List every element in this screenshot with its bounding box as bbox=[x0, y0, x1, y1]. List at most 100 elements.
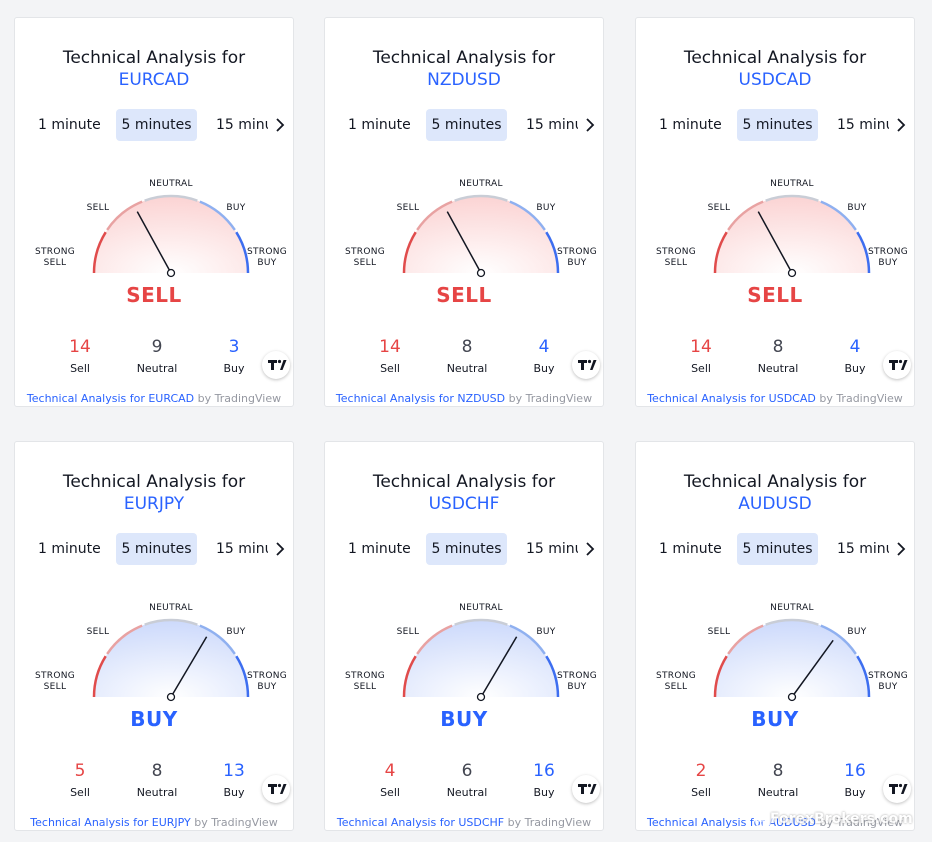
gauge-needle bbox=[170, 636, 208, 698]
count-neutral: 8 bbox=[461, 337, 473, 357]
count-label-neutral: Neutral bbox=[446, 786, 488, 799]
symbol-link[interactable]: NZDUSD bbox=[427, 70, 501, 90]
footer-link-symbol: EURCAD bbox=[148, 392, 195, 405]
count-label-sell: Sell bbox=[380, 362, 400, 375]
tab-15-minutes[interactable]: 15 minutes bbox=[216, 117, 268, 133]
title-text: Technical Analysis for bbox=[683, 472, 867, 492]
tab-15-minutes[interactable]: 15 minutes bbox=[526, 117, 578, 133]
footer-by-tradingview[interactable]: by TradingView bbox=[819, 816, 903, 829]
gauge-label-strong-sell: STRONG SELL bbox=[345, 671, 386, 692]
technical-analysis-widget: Technical Analysis for USDCHF 1 minute 5 mi… bbox=[324, 441, 604, 831]
tab-1-minute[interactable]: 1 minute bbox=[348, 117, 411, 133]
tab-5-minutes[interactable]: 5 minutes bbox=[737, 109, 818, 141]
tradingview-logo-icon[interactable] bbox=[883, 351, 911, 379]
gauge-needle bbox=[446, 211, 482, 274]
chevron-right-icon[interactable] bbox=[894, 539, 908, 559]
count-buy: 13 bbox=[223, 761, 245, 781]
gauge-label-strong-buy: STRONG BUY bbox=[247, 671, 288, 692]
gauge-label-neutral: NEUTRAL bbox=[770, 603, 814, 613]
tab-5-minutes[interactable]: 5 minutes bbox=[116, 533, 197, 565]
tab-1-minute[interactable]: 1 minute bbox=[38, 541, 101, 557]
gauge-arc bbox=[713, 618, 871, 702]
title-text: Technical Analysis for bbox=[372, 472, 556, 492]
gauge-arc bbox=[92, 194, 250, 278]
footer-link[interactable]: Technical Analysis for NZDUSD bbox=[336, 392, 505, 405]
tab-5-minutes[interactable]: 5 minutes bbox=[737, 533, 818, 565]
gauge-label-sell: SELL bbox=[86, 203, 110, 213]
gauge-label-neutral: NEUTRAL bbox=[770, 179, 814, 189]
symbol-link[interactable]: EURJPY bbox=[123, 494, 185, 514]
chevron-right-icon[interactable] bbox=[583, 115, 597, 135]
gauge: STRONG SELL SELL NEUTRAL BUY STRONG BUY bbox=[335, 582, 597, 712]
footer-by-tradingview[interactable]: by TradingView bbox=[508, 392, 593, 405]
footer-link[interactable]: Technical Analysis for AUDUSD bbox=[647, 816, 816, 829]
count-label-buy: Buy bbox=[223, 362, 245, 375]
summary-verdict: SELL bbox=[436, 283, 492, 307]
tab-1-minute[interactable]: 1 minute bbox=[38, 117, 101, 133]
technical-analysis-widget: Technical Analysis for EURJPY 1 minute 5 mi… bbox=[14, 441, 294, 831]
tab-15-minutes[interactable]: 15 minutes bbox=[837, 117, 889, 133]
gauge-label-strong-sell: STRONG SELL bbox=[656, 247, 697, 268]
gauge-arc bbox=[402, 194, 560, 278]
tab-1-minute[interactable]: 1 minute bbox=[659, 541, 722, 557]
chevron-right-icon[interactable] bbox=[273, 539, 287, 559]
footer-by-tradingview[interactable]: by TradingView bbox=[507, 816, 592, 829]
count-label-buy: Buy bbox=[223, 786, 245, 799]
chevron-right-icon[interactable] bbox=[894, 115, 908, 135]
count-label-sell: Sell bbox=[691, 786, 711, 799]
count-label-neutral: Neutral bbox=[136, 786, 178, 799]
gauge-label-strong-buy: STRONG BUY bbox=[247, 247, 288, 268]
tab-15-minutes[interactable]: 15 minutes bbox=[526, 541, 578, 557]
tab-15-minutes[interactable]: 15 minutes bbox=[837, 541, 889, 557]
symbol-link[interactable]: USDCAD bbox=[738, 70, 812, 90]
interval-tabs: 1 minute 5 minutes 15 minutes bbox=[325, 109, 605, 141]
interval-tabs: 1 minute 5 minutes 15 minutes bbox=[636, 533, 916, 565]
footer-by-tradingview[interactable]: by TradingView bbox=[194, 816, 278, 829]
tradingview-logo-icon[interactable] bbox=[572, 351, 600, 379]
symbol-link[interactable]: AUDUSD bbox=[738, 494, 812, 514]
tab-5-minutes[interactable]: 5 minutes bbox=[116, 109, 197, 141]
footer-attribution: Technical Analysis for EURCAD by Trading… bbox=[15, 392, 293, 405]
footer-link[interactable]: Technical Analysis for EURCAD bbox=[27, 392, 194, 405]
footer-by-tradingview[interactable]: by TradingView bbox=[819, 392, 903, 405]
gauge-label-sell: SELL bbox=[707, 627, 731, 637]
footer-link[interactable]: Technical Analysis for USDCAD bbox=[647, 392, 816, 405]
footer-link-prefix: Technical Analysis for bbox=[647, 816, 765, 829]
tradingview-logo-icon[interactable] bbox=[262, 351, 290, 379]
tab-5-minutes[interactable]: 5 minutes bbox=[426, 109, 507, 141]
gauge: STRONG SELL SELL NEUTRAL BUY STRONG BUY bbox=[646, 158, 908, 288]
tab-5-minutes[interactable]: 5 minutes bbox=[426, 533, 507, 565]
chevron-right-icon[interactable] bbox=[273, 115, 287, 135]
technical-analysis-widget: Technical Analysis for EURCAD 1 minute 5 mi… bbox=[14, 17, 294, 407]
interval-tabs: 1 minute 5 minutes 15 minutes bbox=[15, 533, 295, 565]
tradingview-logo-icon[interactable] bbox=[883, 775, 911, 803]
count-buy: 3 bbox=[228, 337, 240, 357]
footer-link-prefix: Technical Analysis for bbox=[30, 816, 149, 829]
widget-title: Technical Analysis for USDCHF bbox=[325, 471, 603, 515]
footer-link-symbol: USDCAD bbox=[768, 392, 816, 405]
tradingview-logo-icon[interactable] bbox=[572, 775, 600, 803]
gauge-needle bbox=[757, 211, 793, 274]
tab-1-minute[interactable]: 1 minute bbox=[348, 541, 411, 557]
summary-verdict: BUY bbox=[440, 707, 488, 731]
footer-by-tradingview[interactable]: by TradingView bbox=[197, 392, 282, 405]
tab-1-minute[interactable]: 1 minute bbox=[659, 117, 722, 133]
tradingview-logo-icon[interactable] bbox=[262, 775, 290, 803]
count-label-buy: Buy bbox=[533, 786, 555, 799]
count-buy: 16 bbox=[844, 761, 866, 781]
footer-link-prefix: Technical Analysis for bbox=[336, 816, 455, 829]
footer-link[interactable]: Technical Analysis for USDCHF bbox=[337, 816, 504, 829]
footer-link[interactable]: Technical Analysis for EURJPY bbox=[30, 816, 190, 829]
symbol-link[interactable]: EURCAD bbox=[118, 70, 190, 90]
watermark: ForexBrokers.com bbox=[770, 811, 913, 827]
count-sell: 14 bbox=[69, 337, 91, 357]
footer-link-prefix: Technical Analysis for bbox=[26, 392, 145, 405]
symbol-link[interactable]: USDCHF bbox=[428, 494, 500, 514]
gauge: STRONG SELL SELL NEUTRAL BUY STRONG BUY bbox=[25, 158, 288, 288]
footer-attribution: Technical Analysis for EURJPY by Trading… bbox=[15, 816, 293, 829]
gauge-needle bbox=[480, 636, 518, 698]
count-neutral: 9 bbox=[151, 337, 163, 357]
tab-15-minutes[interactable]: 15 minutes bbox=[216, 541, 268, 557]
gauge-label-sell: SELL bbox=[86, 627, 110, 637]
chevron-right-icon[interactable] bbox=[583, 539, 597, 559]
